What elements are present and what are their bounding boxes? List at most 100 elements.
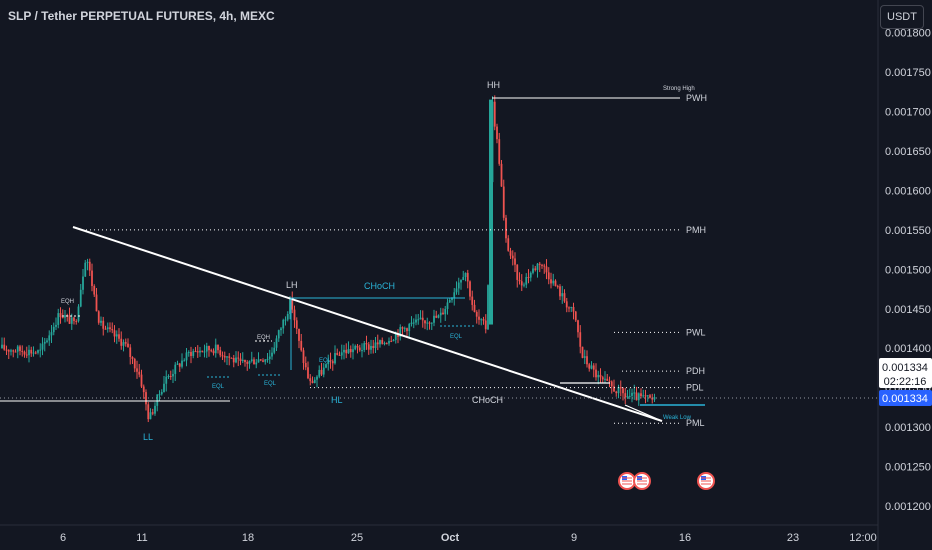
candle-body	[5, 349, 8, 351]
candle-body	[453, 292, 456, 299]
candle-body	[547, 272, 550, 280]
candle-body	[322, 367, 325, 375]
candle-body	[532, 268, 534, 273]
candle-body	[550, 279, 552, 284]
y-tick-label: 0.001650	[885, 146, 931, 158]
candle-body	[390, 340, 393, 342]
price-tag-value: 0.001334	[882, 362, 928, 374]
x-tick-label: Oct	[441, 532, 460, 544]
candle-body	[131, 357, 134, 360]
candle-body	[502, 186, 505, 218]
candle-body	[1, 344, 3, 349]
candle-body	[356, 345, 359, 348]
candle-body	[581, 346, 584, 358]
x-tick-label: 9	[571, 532, 577, 544]
candle-body	[469, 281, 471, 297]
candle-body	[401, 327, 404, 329]
level-label-pmh: PMH	[686, 225, 706, 235]
y-tick-label: 0.001700	[885, 106, 931, 118]
current-price-tag	[879, 390, 932, 406]
candle-body	[284, 319, 287, 321]
candle-body	[451, 298, 453, 301]
candle-body	[435, 315, 438, 318]
y-tick-label: 0.001400	[885, 343, 931, 355]
candle-body	[529, 272, 532, 278]
candle-body	[615, 391, 618, 394]
candle-body	[543, 265, 546, 267]
candle-body	[7, 350, 10, 352]
candle-body	[493, 101, 496, 127]
candle-body	[239, 358, 242, 362]
candle-body	[59, 313, 62, 318]
x-tick-label: 6	[60, 532, 66, 544]
candle-body	[282, 319, 285, 329]
annotation-eql-1: EQL	[212, 384, 225, 390]
candle-body	[424, 320, 426, 324]
candle-body	[475, 311, 478, 317]
candle-body	[88, 261, 91, 271]
candle-body	[115, 334, 118, 337]
candle-body	[100, 320, 102, 323]
candle-body	[482, 319, 485, 321]
candle-body	[572, 307, 575, 312]
candle-body	[385, 343, 388, 345]
candle-body	[217, 344, 219, 351]
candle-body	[480, 319, 483, 321]
level-label-pdh: PDH	[686, 366, 705, 376]
candle-body	[235, 357, 237, 363]
candle-body	[496, 126, 498, 140]
event-flag-icon[interactable]	[633, 472, 651, 490]
candle-body	[635, 392, 638, 401]
event-flag-icon[interactable]	[697, 472, 715, 490]
candle-body	[262, 360, 264, 362]
candle-body	[579, 332, 582, 347]
candle-body	[417, 319, 420, 321]
x-tick-label: 25	[351, 532, 363, 544]
candle-body	[471, 296, 474, 305]
candle-body	[34, 352, 37, 354]
candle-body	[136, 368, 138, 372]
candle-body	[586, 356, 588, 365]
candle-body	[498, 139, 501, 164]
candle-body	[95, 294, 98, 312]
candle-body	[363, 343, 366, 351]
level-label-pwh: PWH	[686, 93, 707, 103]
candle-body	[428, 322, 431, 324]
candle-body	[145, 392, 147, 405]
candle-body	[237, 357, 240, 359]
chart-title: SLP / Tether PERPETUAL FUTURES, 4h, MEXC	[8, 9, 275, 23]
candle-body	[354, 345, 357, 350]
candle-body	[154, 405, 156, 414]
y-tick-label: 0.001450	[885, 304, 931, 316]
event-flag-icon[interactable]	[618, 472, 636, 490]
candle-body	[300, 340, 303, 351]
candle-body	[505, 217, 507, 239]
candle-body	[158, 394, 161, 396]
candle-body	[212, 350, 215, 354]
candle-body	[376, 342, 379, 345]
currency-button[interactable]: USDT	[880, 5, 924, 29]
candle-body	[183, 360, 186, 362]
candle-body	[149, 412, 152, 420]
candle-body	[347, 349, 350, 354]
candle-body	[129, 347, 132, 358]
candle-body	[160, 392, 163, 395]
candle-body	[316, 376, 318, 380]
candle-body	[352, 349, 354, 353]
candle-body	[320, 369, 323, 375]
candle-body	[430, 322, 433, 324]
candle-body	[214, 344, 217, 354]
level-label-pdl: PDL	[686, 383, 704, 393]
candle-body	[374, 342, 377, 349]
candle-body	[93, 285, 96, 295]
candle-body	[442, 312, 444, 315]
candle-body	[520, 281, 523, 286]
candle-body	[298, 328, 300, 341]
candle-body	[199, 350, 201, 353]
candle-body	[248, 361, 251, 364]
candle-body	[383, 343, 386, 345]
y-tick-label: 0.001200	[885, 501, 931, 513]
candle-body	[559, 286, 561, 297]
